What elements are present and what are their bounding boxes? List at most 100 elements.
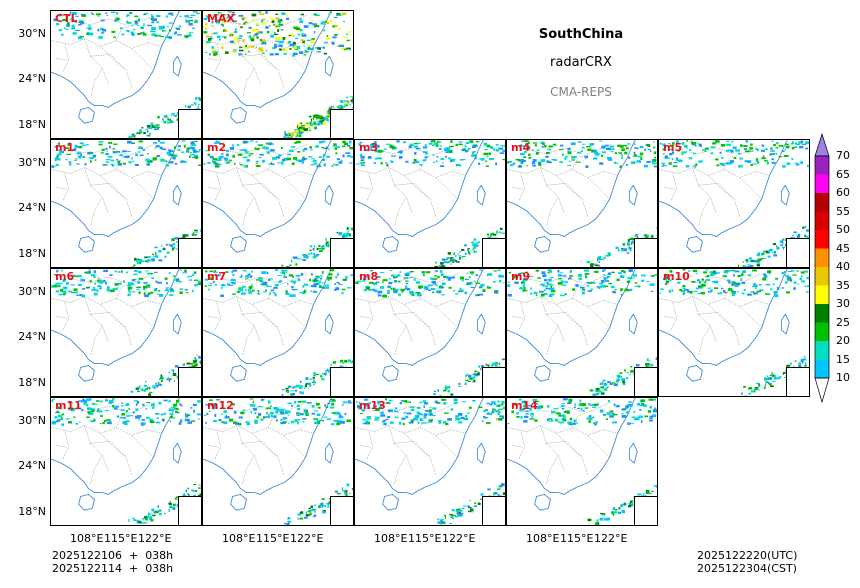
echo-cell: [736, 290, 739, 293]
echo-cell: [312, 115, 317, 118]
echo-cell: [615, 246, 619, 250]
echo-cell: [673, 162, 678, 164]
echo-cell: [266, 412, 268, 415]
echo-cell: [620, 156, 623, 159]
echo-cell: [64, 147, 69, 150]
echo-cell: [602, 151, 606, 154]
echo-cell: [586, 146, 591, 148]
echo-cell: [261, 271, 267, 274]
echo-cell: [73, 291, 78, 294]
echo-cell: [65, 29, 69, 31]
echo-cell: [196, 413, 201, 416]
echo-cell: [200, 362, 201, 365]
hainan-coast: [78, 106, 95, 124]
echo-cell: [58, 282, 64, 284]
echo-cell: [108, 399, 114, 403]
echo-cell: [597, 287, 601, 289]
echo-cell: [254, 33, 258, 36]
echo-cell: [609, 145, 614, 148]
echo-cell: [785, 291, 791, 294]
echo-cell: [272, 156, 277, 160]
province-border: [131, 435, 154, 458]
echo-cell: [623, 243, 625, 246]
echo-cell: [399, 271, 402, 273]
echo-cell: [663, 153, 665, 155]
echo-cell: [423, 286, 429, 289]
echo-cell: [475, 294, 479, 297]
echo-cell: [269, 53, 274, 56]
echo-cell: [310, 20, 314, 22]
echo-cell: [453, 401, 458, 405]
echo-cell: [297, 407, 301, 411]
echo-cell: [269, 412, 275, 415]
echo-cell: [287, 153, 292, 156]
echo-cell: [173, 380, 175, 382]
echo-cell: [731, 293, 735, 296]
province-border: [374, 147, 431, 155]
echo-cell: [447, 252, 452, 255]
province-border: [507, 425, 618, 436]
echo-cell: [802, 361, 804, 364]
echo-cell: [242, 141, 246, 143]
echo-cell: [679, 288, 682, 291]
echo-cell: [394, 276, 398, 279]
echo-cell: [243, 149, 248, 152]
echo-cell: [379, 272, 385, 274]
echo-cell: [439, 395, 442, 396]
echo-cell: [309, 146, 312, 149]
echo-cell: [280, 411, 285, 415]
echo-cell: [248, 26, 252, 29]
echo-cell: [142, 260, 145, 262]
echo-cell: [714, 280, 719, 284]
echo-cell: [166, 287, 169, 289]
echo-cell: [92, 286, 96, 289]
echo-cell: [75, 422, 79, 425]
echo-cell: [205, 45, 208, 47]
echo-cell: [479, 269, 483, 271]
echo-cell: [746, 160, 752, 163]
echo-cell: [98, 140, 104, 143]
echo-cell: [185, 418, 187, 421]
echo-cell: [582, 289, 586, 291]
echo-cell: [153, 124, 155, 126]
echo-cell: [270, 289, 275, 292]
echo-cell: [284, 134, 286, 137]
echo-cell: [370, 269, 373, 272]
echo-cell: [306, 382, 308, 385]
echo-cell: [152, 18, 157, 22]
echo-cell: [595, 153, 600, 156]
echo-cell: [805, 291, 809, 293]
echo-cell: [605, 418, 609, 421]
echo-cell: [397, 151, 401, 153]
echo-cell: [581, 403, 587, 406]
colorbar-level-label: 35: [836, 278, 850, 292]
echo-cell: [216, 159, 222, 161]
echo-cell: [270, 162, 273, 164]
echo-cell: [97, 28, 100, 32]
echo-cell: [66, 153, 72, 155]
echo-cell: [265, 11, 268, 14]
echo-cell: [192, 403, 197, 407]
echo-cell: [229, 418, 233, 422]
echo-cell: [317, 120, 320, 123]
echo-cell: [490, 146, 494, 149]
echo-cell: [173, 278, 176, 281]
map-panel-m9: m9: [506, 268, 658, 397]
colorbar-level-label: 30: [836, 297, 850, 310]
echo-cell: [278, 18, 282, 21]
echo-cell: [771, 161, 776, 164]
echo-cell: [503, 232, 505, 234]
echo-cell: [143, 131, 146, 135]
panel-label: m14: [511, 399, 538, 412]
echo-cell: [116, 287, 119, 289]
echo-cell: [626, 372, 629, 374]
echo-cell: [250, 37, 254, 41]
echo-cell: [327, 109, 330, 112]
echo-cell: [377, 400, 381, 404]
echo-cell: [294, 389, 298, 392]
echo-cell: [90, 420, 95, 422]
echo-cell: [430, 277, 433, 280]
echo-cell: [308, 22, 313, 25]
province-border: [526, 276, 583, 284]
echo-cell: [251, 270, 253, 273]
